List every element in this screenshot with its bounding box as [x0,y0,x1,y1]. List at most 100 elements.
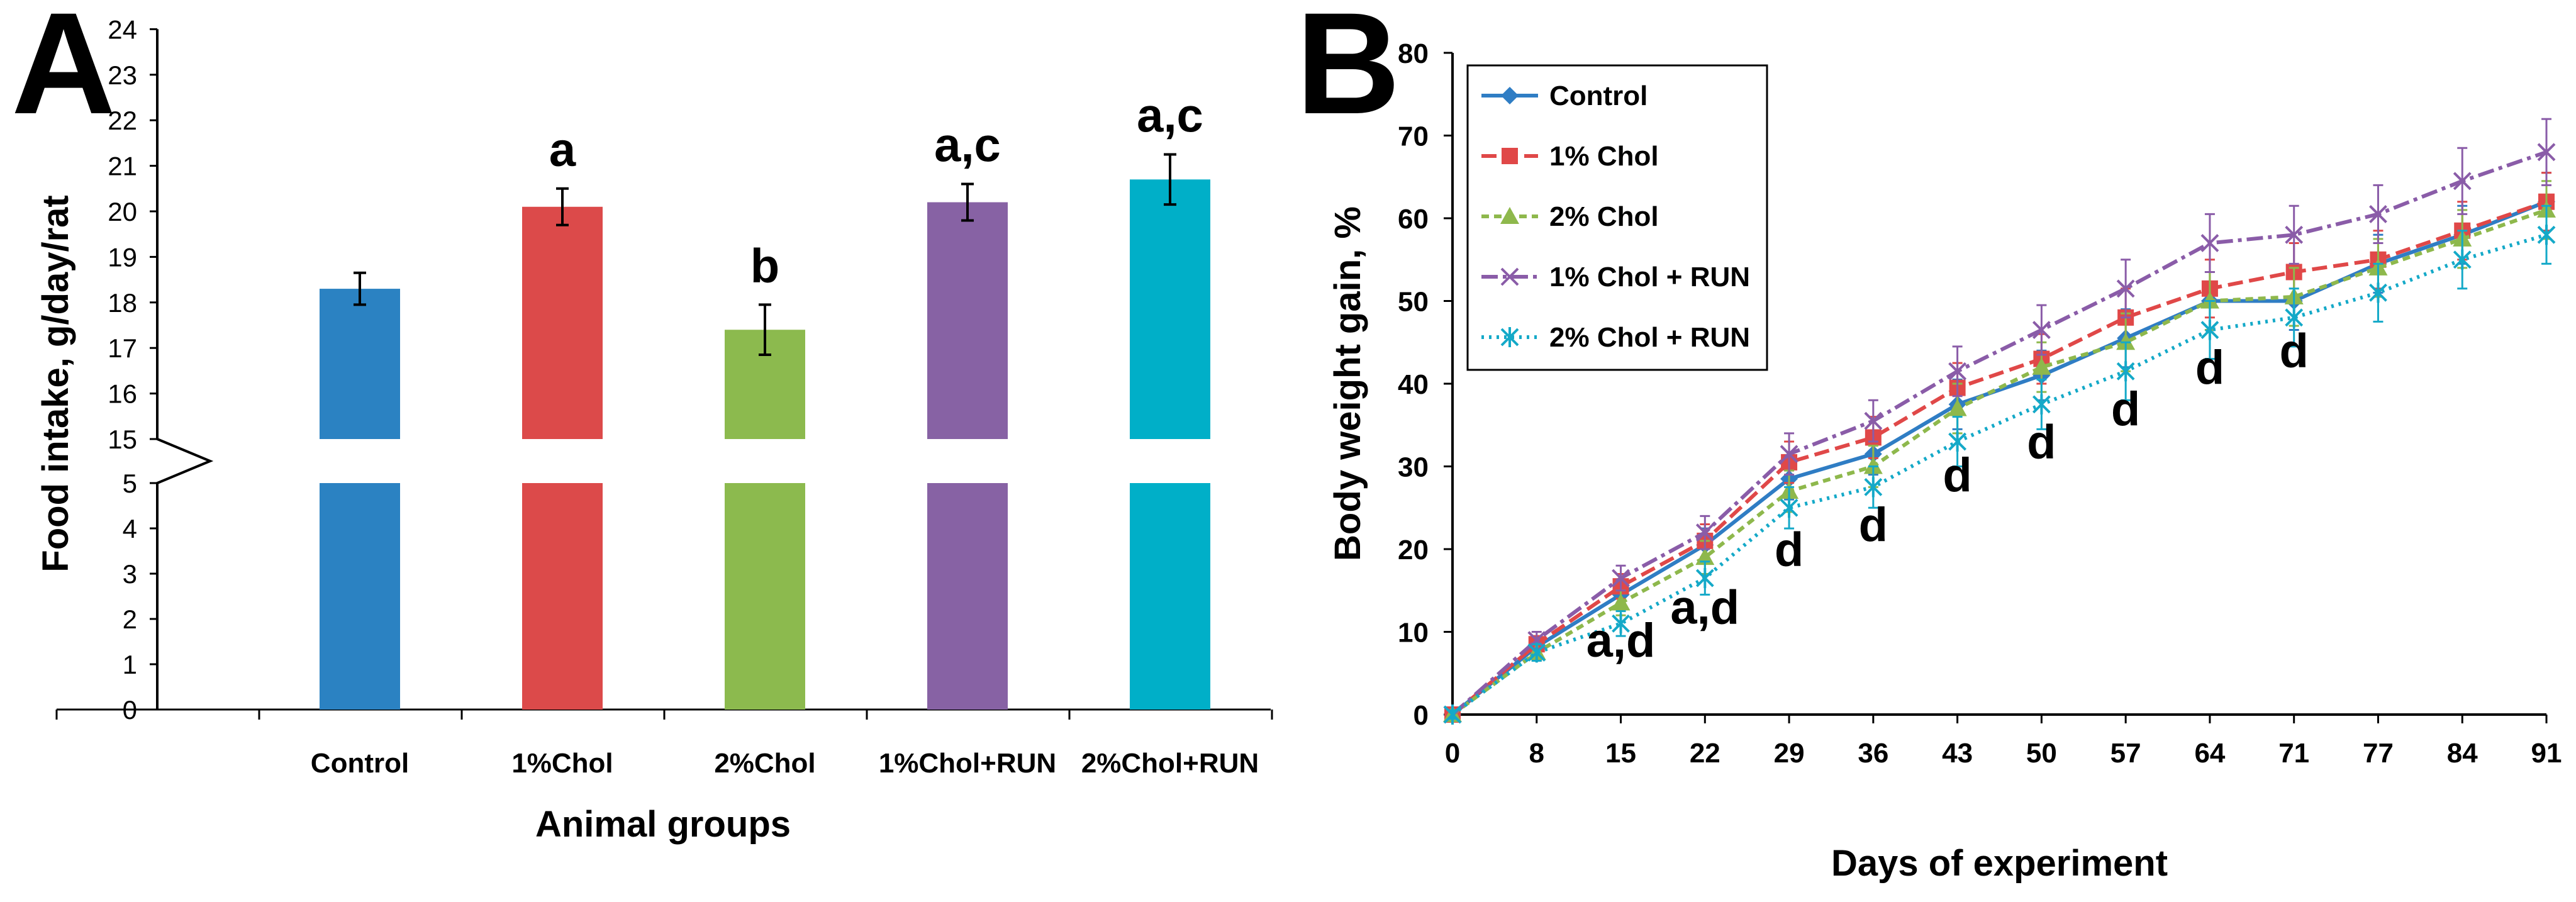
series-line [1451,199,2548,716]
panel-label: A [11,0,116,144]
data-point [1611,593,1631,611]
significance-label: a,c [934,119,1001,172]
x-axis-title: Days of experiment [1831,843,2168,884]
x-tick-label: 22 [1690,738,1720,769]
data-point [1695,568,1714,589]
bar-lower [1130,483,1210,710]
x-category-label: 2%Chol+RUN [1081,748,1259,779]
data-point [1612,613,1630,634]
y-tick-label: 21 [108,152,137,181]
y-tick-label: 22 [108,106,137,135]
legend-box [1466,64,1768,371]
data-point [2369,205,2387,223]
panel-a-bar-chart: A01234515161718192021222324Controla1%Cho… [11,0,1273,845]
data-point [1612,569,1630,587]
y-tick-label: 30 [1398,452,1429,483]
x-tick-label: 91 [2531,738,2562,769]
series-line [1451,199,2547,716]
x-tick-label: 64 [2194,738,2225,769]
x-category-label: Control [311,748,409,779]
y-tick-label: 19 [108,242,137,272]
data-point [2116,279,2135,298]
x-tick-label: 57 [2110,738,2141,769]
panel-label: B [1296,0,1400,144]
x-tick-label: 15 [1605,738,1636,769]
series-line [1451,208,2547,716]
data-point [1527,642,1546,663]
annotation-label: a,d [1670,581,1739,634]
x-category-label: 1%Chol [511,748,613,779]
legend-label: 1% Chol [1549,141,1659,172]
panel-b-line-chart: B 0 10 20 30 40 50 60 70 80 0 8 15 22 29 36 43 50 57 64 71 77… [1296,0,2562,884]
y-tick-label: 15 [108,425,137,454]
y-tick-label: 10 [1398,618,1429,649]
data-point [2200,320,2219,340]
data-point [1780,498,1798,518]
data-point [2032,321,2051,339]
bar-upper [320,289,400,439]
annotation-label: d [2027,415,2056,469]
data-point [2032,394,2051,415]
legend-marker [1500,327,1519,347]
legend-label: 2% Chol + RUN [1549,322,1750,353]
data-point [2285,307,2304,328]
y-tick-label: 17 [108,333,137,363]
y-tick-label: 1 [123,650,137,679]
data-point [2453,249,2472,270]
bar-upper [1130,179,1210,439]
legend-marker [1500,207,1519,224]
data-point [2032,357,2051,375]
x-tick-label: 71 [2278,738,2309,769]
y-tick-label: 2 [123,604,137,634]
x-category-label: 1%Chol+RUN [879,748,1056,779]
y-tick-label: 20 [108,197,137,226]
bar-lower [522,483,603,710]
x-tick-label: 50 [2026,738,2057,769]
x-category-label: 2%Chol [714,748,815,779]
data-point [1864,411,1883,430]
annotation-label: d [2279,325,2308,378]
y-tick-label: 70 [1398,121,1429,152]
x-tick-label: 43 [1942,738,1973,769]
bar-lower [320,483,400,710]
data-point [1948,399,1967,416]
data-point [2200,234,2219,252]
y-tick-label: 0 [1413,700,1429,731]
data-point [1443,704,1462,725]
y-axis-title: Food intake, g/day/rat [35,195,76,572]
annotation-label: d [2195,341,2224,394]
series-2-chol-run [1443,204,2556,725]
data-point [1948,362,1967,381]
legend-label: 2% Chol [1549,201,1659,232]
bar-lower [927,483,1008,710]
y-tick-label: 60 [1398,204,1429,235]
x-tick-label: 29 [1774,738,1805,769]
significance-label: a,c [1137,89,1203,143]
y-tick-label: 20 [1398,535,1429,565]
legend-marker [1502,148,1518,164]
series-line [1451,233,2547,716]
y-tick-label: 80 [1398,38,1429,69]
data-point [2369,282,2387,303]
series-line [1451,150,2547,716]
annotation-label: d [1859,498,1888,552]
y-tick-label: 24 [108,14,137,44]
y-tick-label: 3 [123,559,137,589]
legend-marker [1501,87,1519,104]
data-point [1864,477,1883,498]
bar-lower [725,483,805,710]
x-axis-title: Animal groups [535,804,791,845]
legend-label: Control [1549,81,1648,111]
y-tick-label: 18 [108,288,137,318]
data-point [2116,361,2135,382]
data-point [1695,523,1714,542]
x-tick-label: 77 [2363,738,2394,769]
y-tick-label: 50 [1398,287,1429,318]
legend-marker [1500,267,1519,286]
annotation-label: d [2111,382,2140,436]
y-axis-line [156,29,214,710]
x-tick-label: 8 [1529,738,1544,769]
data-point [1780,445,1798,464]
annotation-label: a,d [1586,614,1656,667]
